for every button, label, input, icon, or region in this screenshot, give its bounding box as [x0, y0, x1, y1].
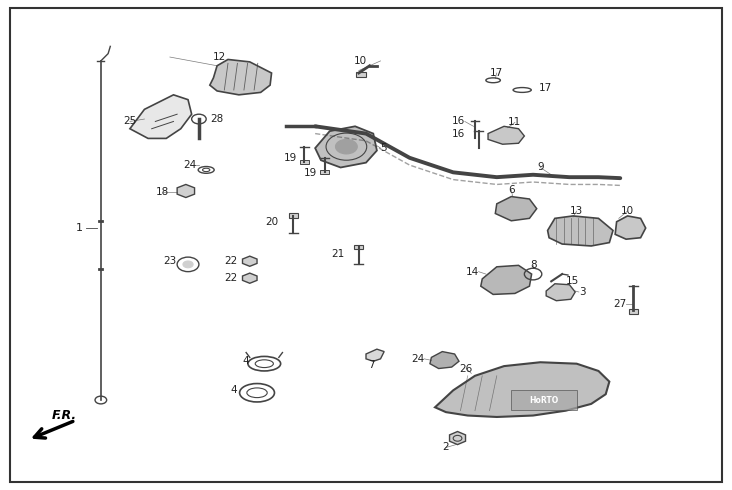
Text: 19: 19: [284, 153, 297, 163]
Text: F.R.: F.R.: [52, 409, 77, 422]
Text: 14: 14: [466, 267, 479, 277]
Bar: [320, 171, 329, 174]
Text: 18: 18: [156, 187, 169, 196]
Text: 24: 24: [411, 354, 424, 364]
Text: 4: 4: [242, 356, 249, 366]
Text: 28: 28: [210, 114, 223, 124]
Polygon shape: [315, 126, 377, 168]
Polygon shape: [177, 184, 195, 197]
Polygon shape: [615, 216, 646, 239]
Text: 7: 7: [367, 360, 374, 370]
Text: 15: 15: [566, 276, 579, 286]
Text: 20: 20: [266, 217, 279, 227]
Bar: [629, 309, 638, 314]
Text: 10: 10: [621, 206, 634, 216]
Polygon shape: [496, 196, 537, 221]
Polygon shape: [242, 273, 257, 283]
Text: 17: 17: [490, 68, 504, 78]
Polygon shape: [242, 256, 257, 267]
Text: 12: 12: [212, 52, 226, 62]
Text: 2: 2: [443, 442, 449, 452]
Text: 11: 11: [508, 118, 521, 127]
Bar: [354, 245, 363, 249]
Polygon shape: [546, 284, 575, 301]
Text: HoRTO: HoRTO: [529, 395, 559, 405]
Polygon shape: [366, 349, 384, 361]
Bar: [511, 391, 577, 410]
Text: 26: 26: [460, 364, 473, 373]
Text: 9: 9: [537, 163, 544, 172]
Polygon shape: [548, 216, 613, 246]
Bar: [289, 213, 298, 218]
Bar: [356, 72, 366, 77]
Text: 22: 22: [224, 256, 237, 266]
Polygon shape: [449, 432, 466, 444]
Circle shape: [183, 261, 193, 268]
Text: 13: 13: [570, 206, 583, 216]
Circle shape: [335, 139, 357, 154]
Polygon shape: [210, 59, 272, 95]
Text: 10: 10: [354, 56, 367, 66]
Polygon shape: [481, 266, 531, 294]
Text: 23: 23: [163, 255, 176, 266]
Text: 17: 17: [539, 82, 552, 93]
Text: 24: 24: [184, 160, 197, 170]
Text: 22: 22: [224, 273, 237, 283]
Text: 8: 8: [530, 260, 537, 270]
Text: 1: 1: [75, 223, 83, 233]
Bar: [300, 160, 309, 164]
Polygon shape: [130, 95, 192, 138]
Polygon shape: [430, 352, 459, 368]
Polygon shape: [435, 362, 609, 417]
Text: 4: 4: [231, 385, 237, 395]
Text: 25: 25: [123, 117, 137, 126]
Text: 3: 3: [579, 287, 586, 297]
Text: 5: 5: [381, 143, 387, 153]
Text: 27: 27: [613, 299, 626, 309]
Text: 6: 6: [508, 185, 515, 195]
Polygon shape: [488, 126, 524, 144]
Text: 21: 21: [331, 249, 344, 259]
Text: 16: 16: [452, 117, 465, 126]
Text: 16: 16: [452, 128, 465, 139]
Text: 19: 19: [303, 168, 317, 178]
